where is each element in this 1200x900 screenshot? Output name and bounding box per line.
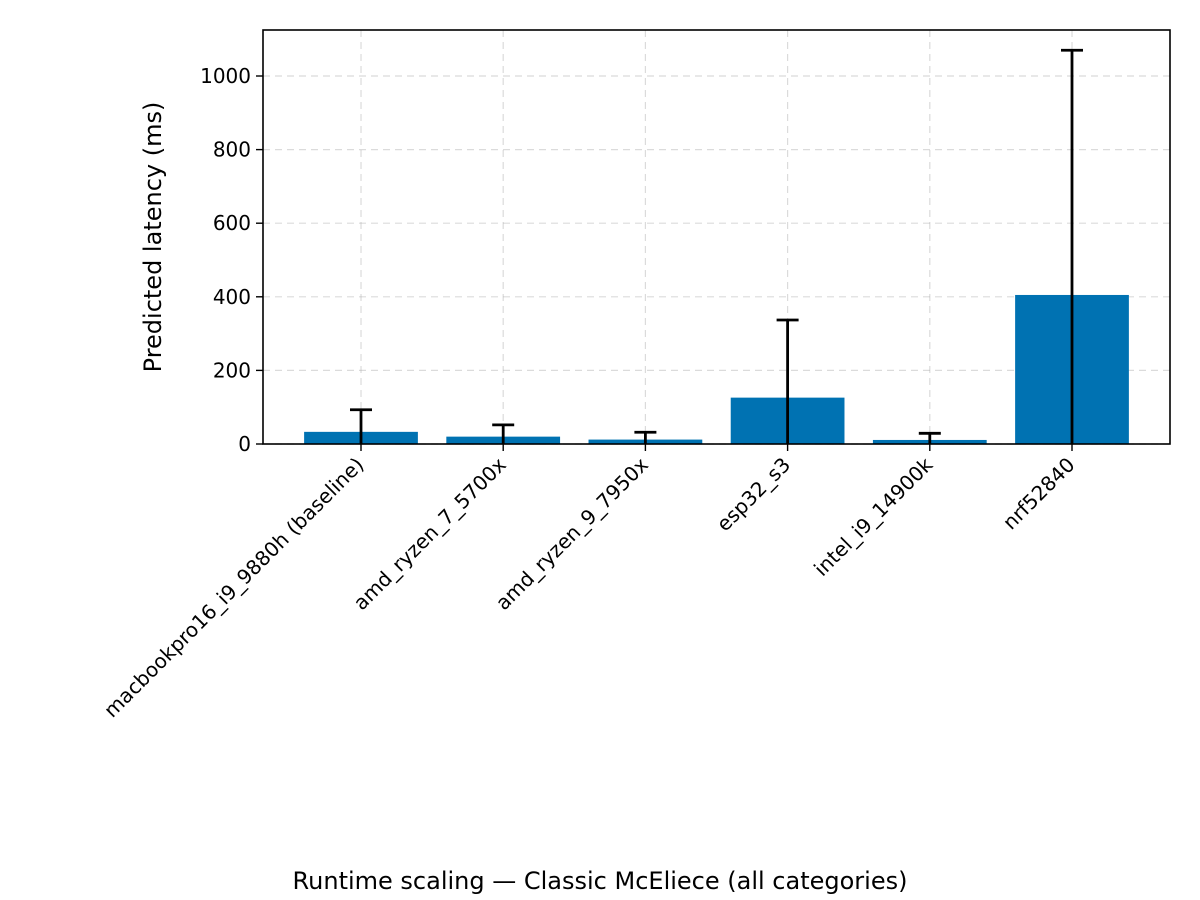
x-tick-label: nrf52840 (998, 453, 1080, 535)
x-tick-label: amd_ryzen_9_7950x (491, 452, 653, 614)
y-tick-label: 0 (238, 432, 251, 456)
y-tick-label: 1000 (200, 64, 251, 88)
error-bar-layer (350, 48, 1083, 444)
bar-layer (304, 294, 1129, 444)
x-axis-ticks: macbookpro16_i9_9880h (baseline)amd_ryze… (99, 444, 1080, 722)
y-tick-label: 200 (213, 358, 251, 382)
plot-frame (262, 29, 1171, 445)
y-tick-label: 800 (213, 138, 251, 162)
y-axis-ticks: 0 200 400 600 800 1000 (200, 64, 263, 456)
x-tick-label: esp32_s3 (712, 453, 795, 536)
x-tick-label: amd_ryzen_7_5700x (348, 452, 510, 614)
x-tick-label: macbookpro16_i9_9880h (baseline) (99, 453, 369, 723)
chart-caption: Runtime scaling — Classic McEliece (all … (293, 867, 908, 895)
y-tick-label: 400 (213, 285, 251, 309)
y-tick-label: 600 (213, 211, 251, 235)
x-tick-label: intel_i9_14900k (809, 452, 938, 581)
y-axis-label: Predicted latency (ms) (139, 102, 167, 373)
